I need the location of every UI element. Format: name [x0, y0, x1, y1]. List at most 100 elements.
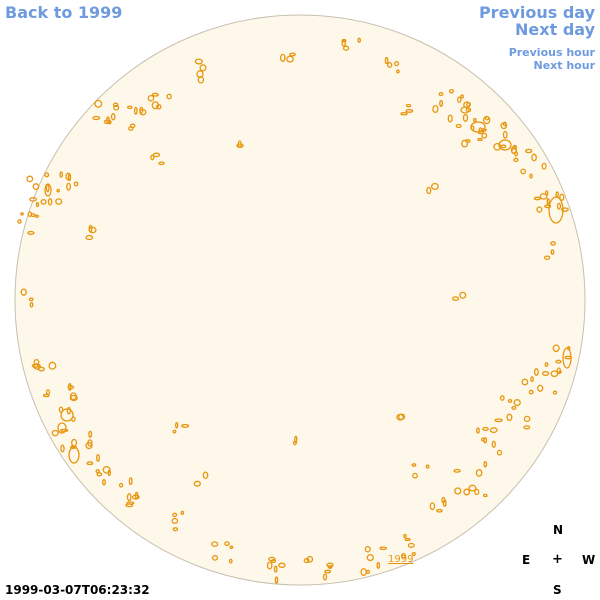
activity-contour: [491, 440, 496, 448]
previous-day-link[interactable]: Previous day: [478, 3, 595, 22]
activity-contour: [400, 111, 408, 116]
activity-contour: [384, 57, 389, 65]
activity-contour: [56, 188, 61, 193]
activity-contour: [129, 123, 136, 129]
activity-contour: [476, 427, 480, 434]
activity-contour: [102, 465, 111, 474]
activity-contour: [30, 213, 36, 218]
activity-contour: [193, 480, 201, 487]
activity-contour: [502, 130, 508, 139]
activity-contour: [379, 546, 387, 551]
activity-contour: [493, 142, 502, 151]
activity-contour: [430, 182, 439, 190]
activity-contour: [202, 471, 209, 480]
activity-contour: [273, 565, 278, 573]
activity-contour: [73, 181, 79, 187]
activity-contour: [506, 413, 513, 421]
activity-contour: [68, 382, 72, 391]
activity-contour: [539, 193, 548, 200]
activity-contour: [60, 428, 69, 433]
activity-contour: [26, 175, 34, 183]
next-hour-link[interactable]: Next hour: [533, 59, 596, 72]
activity-contour: [528, 389, 534, 395]
activity-contour: [289, 52, 296, 57]
disc-year-label: 1999: [388, 554, 414, 565]
activity-contour: [555, 191, 559, 198]
activity-contour: [459, 291, 467, 299]
activity-contour: [20, 288, 27, 296]
activity-contour: [364, 545, 371, 553]
compass-south-label: S: [553, 583, 562, 597]
activity-contour: [451, 296, 460, 301]
activity-contour: [126, 501, 135, 505]
activity-contour: [472, 117, 477, 122]
activity-contour: [426, 186, 432, 195]
activity-contour: [530, 376, 534, 383]
activity-contour: [29, 301, 34, 308]
activity-contour: [224, 541, 230, 546]
activity-contour: [460, 94, 464, 99]
activity-contour: [552, 390, 558, 395]
back-to-year-link[interactable]: Back to 1999: [5, 3, 123, 22]
activity-contour: [357, 37, 361, 43]
activity-contour: [60, 444, 65, 453]
activity-contour: [92, 115, 101, 121]
activity-contour: [139, 108, 147, 116]
activity-contour: [175, 421, 179, 429]
activity-contour: [274, 576, 279, 584]
activity-contour: [552, 344, 560, 353]
activity-contour: [411, 463, 417, 467]
activity-contour: [405, 103, 412, 108]
activity-contour: [436, 508, 443, 513]
activity-contour: [429, 502, 436, 511]
previous-hour-link[interactable]: Previous hour: [508, 46, 595, 59]
activity-contour: [556, 202, 562, 210]
activity-contour: [128, 477, 133, 486]
activity-contour: [533, 368, 539, 376]
activity-contour: [366, 554, 374, 562]
activity-contour: [151, 101, 160, 110]
activity-contour: [474, 488, 480, 496]
activity-contour: [455, 123, 462, 129]
activity-contour: [403, 533, 407, 539]
activity-contour: [496, 449, 503, 456]
activity-contour: [28, 297, 34, 302]
activity-contour: [482, 426, 489, 431]
activity-region-contour: [470, 121, 486, 133]
activity-contour: [96, 453, 100, 462]
activity-contour: [396, 69, 400, 74]
activity-contour: [499, 395, 505, 401]
activity-contour: [507, 398, 513, 404]
activity-contour: [439, 99, 444, 107]
activity-contour: [466, 101, 471, 107]
activity-contour: [412, 472, 418, 479]
compass-east-label: E: [522, 553, 531, 567]
activity-contour: [400, 553, 407, 559]
activity-contour: [17, 219, 22, 224]
activity-contour: [27, 230, 35, 235]
activity-contour: [113, 104, 120, 111]
activity-contour: [94, 99, 103, 108]
activity-contour: [126, 493, 132, 502]
activity-contour: [483, 460, 488, 468]
activity-contour: [481, 437, 485, 442]
activity-contour: [438, 92, 444, 97]
activity-contour: [85, 442, 93, 450]
activity-contour: [131, 494, 140, 500]
next-day-link[interactable]: Next day: [515, 20, 595, 39]
activity-contour: [398, 413, 406, 421]
activity-contour: [151, 92, 159, 97]
activity-contour: [404, 537, 411, 542]
solar-disc: [14, 14, 586, 586]
activity-contour: [237, 140, 242, 148]
activity-contour: [199, 64, 207, 72]
activity-contour: [494, 418, 503, 423]
activity-contour: [482, 115, 491, 125]
activity-contour: [543, 255, 551, 260]
activity-contour: [394, 60, 400, 67]
activity-contour: [211, 541, 219, 547]
activity-contour: [525, 148, 533, 154]
activity-contour: [211, 555, 219, 561]
activity-contour: [536, 206, 543, 213]
activity-contour: [482, 493, 488, 498]
